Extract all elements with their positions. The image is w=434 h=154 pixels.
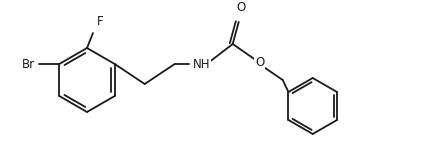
Text: O: O <box>236 1 245 14</box>
Text: O: O <box>255 57 264 69</box>
Text: Br: Br <box>22 57 35 71</box>
Text: NH: NH <box>193 57 210 71</box>
Text: F: F <box>97 15 104 28</box>
